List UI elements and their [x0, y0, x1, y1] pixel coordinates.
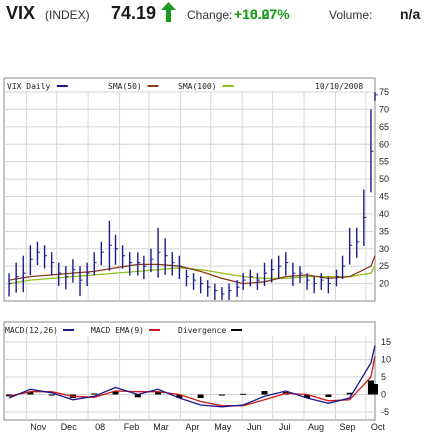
x-tick-label: May	[214, 422, 232, 432]
divergence-bar	[155, 392, 162, 395]
volume-value: n/a	[400, 6, 421, 22]
price-y-tick-label: 60	[379, 139, 389, 149]
macd-legend-label: Divergence	[178, 326, 226, 335]
divergence-bar	[27, 392, 34, 395]
price-date-label: 10/10/2008	[315, 82, 363, 91]
change-points: +10.27	[234, 6, 278, 22]
instrument-type: (INDEX)	[45, 8, 90, 22]
x-tick-label: Jul	[279, 422, 291, 432]
price-legend-label: VIX Daily	[7, 82, 51, 91]
divergence-bar	[218, 394, 225, 396]
divergence-bar	[197, 394, 204, 398]
divergence-bar	[346, 392, 353, 395]
x-tick-label: Oct	[371, 422, 386, 432]
x-tick-label: Mar	[153, 422, 169, 432]
price-y-tick-label: 35	[379, 226, 389, 236]
macd-y-tick-label: 5	[381, 372, 386, 382]
divergence-bar	[325, 394, 332, 397]
up-arrow-icon	[161, 2, 176, 22]
price-y-tick-label: 25	[379, 261, 389, 271]
divergence-bar	[6, 394, 13, 397]
price-y-tick-label: 55	[379, 157, 389, 167]
divergence-bar	[48, 394, 55, 396]
price-y-tick-label: 50	[379, 174, 389, 184]
x-tick-label: Nov	[30, 422, 47, 432]
divergence-bar	[112, 391, 119, 395]
divergence-bar	[372, 384, 378, 395]
divergence-bar	[304, 394, 311, 398]
change-label: Change:	[187, 8, 233, 22]
macd-y-tick-label: 10	[381, 355, 391, 365]
price-panel: 20 25 30 35 40 45 50 55 60 65 70 75 VIX Daily SMA(50)…	[3, 77, 389, 332]
change-percent: +16.07%	[234, 6, 290, 22]
x-tick-label: Jun	[247, 422, 262, 432]
x-tick-label: Aug	[308, 422, 324, 432]
macd-ema-line	[8, 355, 376, 407]
macd-y-tick-label: 0	[381, 390, 386, 400]
price-legend-label: SMA(100)	[178, 82, 217, 91]
price-y-tick-label: 75	[379, 87, 389, 97]
macd-line	[8, 345, 376, 408]
quote-header: VIX (INDEX) 74.19 Change: +10.27 +16.07%…	[0, 0, 427, 32]
divergence-bar	[91, 393, 98, 395]
price-y-tick-label: 20	[379, 279, 389, 289]
x-tick-label: 08	[95, 422, 105, 432]
x-tick-label: Dec	[61, 422, 78, 432]
price-legend-label: SMA(50)	[108, 82, 142, 91]
price-y-tick-label: 30	[379, 244, 389, 254]
divergence-bar	[367, 380, 374, 395]
macd-y-tick-label: 15	[381, 337, 391, 347]
macd-legend-label: MACD EMA(9)	[91, 326, 144, 335]
x-tick-label: Apr	[185, 422, 199, 432]
price-y-tick-label: 40	[379, 209, 389, 219]
x-tick-label: Feb	[124, 422, 140, 432]
last-price: 74.19	[111, 3, 157, 23]
divergence-bar	[240, 393, 247, 395]
macd-y-tick-label: -5	[381, 407, 389, 417]
macd-legend-label: MACD(12,26)	[5, 326, 58, 335]
macd-panel: -5 0 5 10 15 MACD(12,26) MACD EMA(9) Divergence…	[3, 321, 391, 432]
volume-label: Volume:	[329, 8, 373, 22]
ticker-symbol: VIX	[6, 3, 36, 23]
divergence-bar	[134, 394, 141, 398]
price-y-tick-label: 65	[379, 122, 389, 132]
macd-plot-frame	[3, 321, 376, 421]
divergence-bar	[176, 394, 183, 398]
price-plot-frame	[3, 77, 376, 302]
price-y-tick-label: 70	[379, 104, 389, 114]
price-y-tick-label: 45	[379, 192, 389, 202]
x-tick-label: Sep	[339, 422, 355, 432]
divergence-bar	[261, 391, 268, 395]
